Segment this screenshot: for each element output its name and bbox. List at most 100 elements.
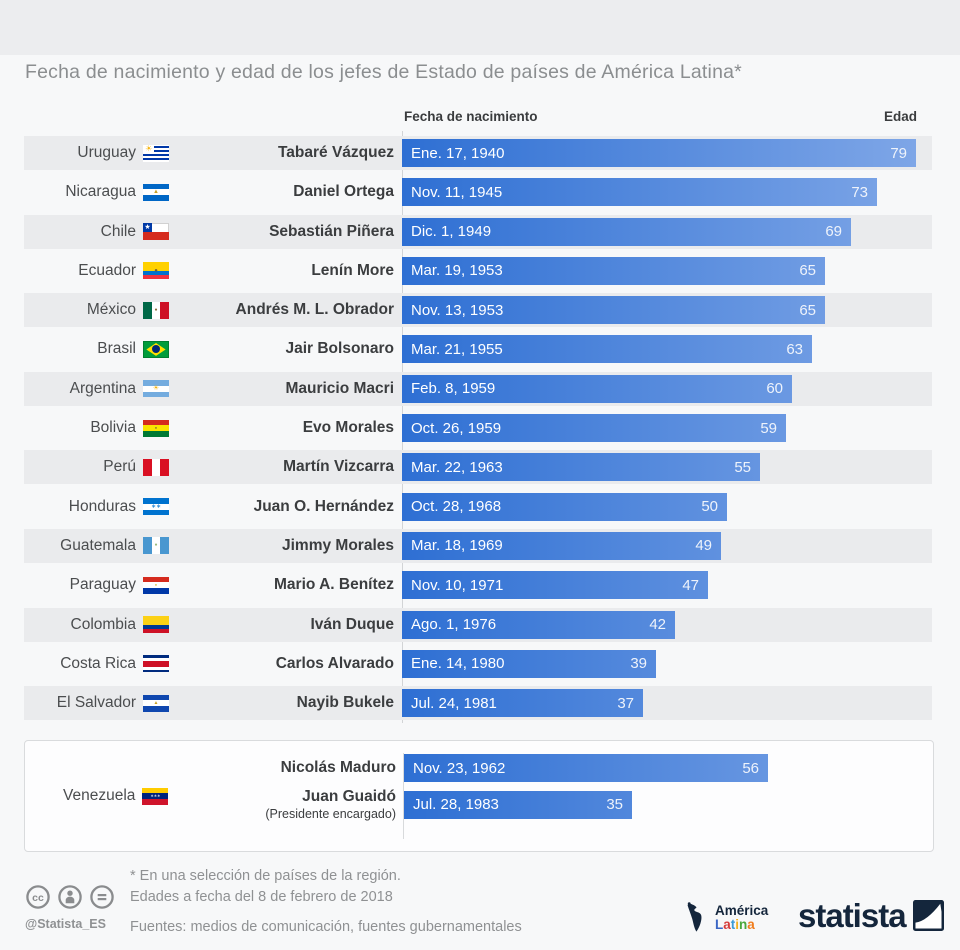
leader-name: Daniel Ortega xyxy=(293,183,394,201)
age-value-label: 47 xyxy=(682,576,699,594)
statista-logo: statista xyxy=(798,899,944,932)
age-bar: Ene. 14, 1980 39 xyxy=(402,649,656,678)
age-bar: Mar. 19, 1953 65 xyxy=(402,256,825,285)
country-label: Venezuela xyxy=(63,787,136,804)
age-value-label: 37 xyxy=(617,694,634,712)
table-row-bolivia: Bolivia ● Evo Morales Oct. 26, 1959 59 xyxy=(24,411,932,445)
age-value-label: 65 xyxy=(799,262,816,280)
america-latina-logo: América Latina xyxy=(686,902,768,933)
footnote-date: Edades a fecha del 8 de febrero de 2018 xyxy=(130,889,393,905)
table-row-perú: Perú Martín Vizcarra Mar. 22, 1963 55 xyxy=(24,450,932,485)
age-value-label: 73 xyxy=(851,183,868,201)
age-bar: Mar. 22, 1963 55 xyxy=(402,453,760,482)
age-bar: Nov. 11, 1945 73 xyxy=(402,178,877,207)
country-label: Costa Rica xyxy=(60,654,136,672)
leader-name: Evo Morales xyxy=(302,419,394,437)
country-label: México xyxy=(86,301,136,319)
venezuela-leader-row: Juan Guaidó (Presidente encargado) Jul. 28… xyxy=(25,788,933,821)
bolivia-flag-icon: ● xyxy=(143,419,169,437)
leader-name: Sebastián Piñera xyxy=(269,222,394,240)
uruguay-flag-icon: ☀ xyxy=(143,144,169,162)
age-value-label: 50 xyxy=(701,498,718,516)
age-bar: Oct. 28, 1968 50 xyxy=(402,492,727,521)
svg-text:cc: cc xyxy=(32,892,44,904)
cc-icon: cc xyxy=(26,885,50,909)
leader-subtitle: (Presidente encargado) xyxy=(265,807,396,821)
page-title: Fecha de nacimiento y edad de los jefes … xyxy=(25,61,742,83)
peru-flag-icon xyxy=(143,458,169,476)
america-text: América xyxy=(715,902,769,918)
nd-equals-icon xyxy=(90,885,114,909)
birth-date-label: Jul. 28, 1983 xyxy=(413,796,499,813)
table-row-argentina: Argentina ☀ Mauricio Macri Feb. 8, 1959 60 xyxy=(24,371,932,406)
leader-name: Lenín More xyxy=(311,261,394,279)
column-header-age: Edad xyxy=(883,109,917,124)
birth-date-label: Mar. 21, 1955 xyxy=(411,340,503,358)
by-person-icon xyxy=(58,885,82,909)
country-label: Chile xyxy=(100,222,136,240)
country-label: Honduras xyxy=(68,497,136,515)
statista-twitter-handle: @Statista_ES xyxy=(25,917,106,931)
birth-date-label: Nov. 13, 1953 xyxy=(411,301,504,319)
statista-wordmark: statista xyxy=(798,897,907,934)
age-value-label: 55 xyxy=(734,458,751,476)
age-bar: Nov. 23, 1962 56 xyxy=(404,754,768,782)
leader-name: Andrés M. L. Obrador xyxy=(235,301,394,319)
leader-name: Jimmy Morales xyxy=(282,536,394,554)
nicaragua-flag-icon: ▲ xyxy=(143,183,169,201)
country-label: Paraguay xyxy=(69,576,136,594)
latin-america-map-icon xyxy=(687,902,702,932)
country-label: Argentina xyxy=(69,379,136,397)
birth-date-label: Mar. 18, 1969 xyxy=(411,537,503,555)
america-latina-wordmark: América Latina xyxy=(715,902,769,932)
honduras-flag-icon: ∗∗ xyxy=(143,498,169,516)
leader-name: Mauricio Macri xyxy=(285,379,394,397)
birth-date-label: Mar. 19, 1953 xyxy=(411,262,503,280)
paraguay-flag-icon: ● xyxy=(143,576,169,594)
age-bar: Ago. 1, 1976 42 xyxy=(402,610,675,639)
table-row-nicaragua: Nicaragua ▲ Daniel Ortega Nov. 11, 1945 73 xyxy=(24,175,932,209)
birth-date-label: Mar. 22, 1963 xyxy=(411,458,503,476)
age-value-label: 56 xyxy=(742,759,759,777)
birth-date-label: Dic. 1, 1949 xyxy=(411,223,492,241)
table-row-uruguay: Uruguay ☀ Tabaré Vázquez Ene. 17, 1940 79 xyxy=(24,136,932,170)
country-label: Ecuador xyxy=(78,261,136,279)
latina-text: Latina xyxy=(715,916,755,932)
chile-flag-icon: ★ xyxy=(143,223,169,241)
leader-name: Carlos Alvarado xyxy=(275,654,394,672)
birth-date-label: Nov. 11, 1945 xyxy=(411,183,503,201)
age-bar: Ene. 17, 1940 79 xyxy=(402,139,916,167)
brasil-flag-icon xyxy=(143,340,169,358)
venezuela-flag-icon: ∗∗∗ xyxy=(142,787,169,805)
table-row-chile: Chile ★ Sebastián Piñera Dic. 1, 1949 69 xyxy=(24,214,932,249)
leader-name: Mario A. Benítez xyxy=(274,576,394,594)
country-label: Colombia xyxy=(70,615,136,633)
statista-mark-icon xyxy=(912,900,944,931)
age-bar: Mar. 18, 1969 49 xyxy=(402,531,721,560)
age-bar: Feb. 8, 1959 60 xyxy=(402,374,792,403)
age-bar: Nov. 10, 1971 47 xyxy=(402,571,708,600)
age-bar: Oct. 26, 1959 59 xyxy=(402,414,786,443)
venezuela-axis-baseline xyxy=(403,753,404,839)
leader-name: Juan Guaidó (Presidente encargado) xyxy=(25,788,396,821)
age-bar: Nov. 13, 1953 65 xyxy=(402,296,825,325)
age-bar: Jul. 28, 1983 35 xyxy=(404,790,632,819)
top-band xyxy=(0,0,960,55)
age-value-label: 39 xyxy=(630,655,647,673)
elsalvador-flag-icon: ▲ xyxy=(143,694,169,712)
table-row-méxico: México ● Andrés M. L. Obrador Nov. 13, 1953… xyxy=(24,293,932,328)
country-label: Bolivia xyxy=(90,419,136,437)
leader-name: Nayib Bukele xyxy=(296,694,394,712)
leader-name: Martín Vizcarra xyxy=(283,458,394,476)
leader-name: Juan O. Hernández xyxy=(253,497,394,515)
table-row-el-salvador: El Salvador ▲ Nayib Bukele Jul. 24, 1981 37 xyxy=(24,686,932,721)
license-icons: cc xyxy=(25,884,115,910)
age-bar: Mar. 21, 1955 63 xyxy=(402,335,812,364)
country-rows: Uruguay ☀ Tabaré Vázquez Ene. 17, 1940 79 Nic… xyxy=(24,136,932,725)
argentina-flag-icon: ☀ xyxy=(143,380,169,398)
birth-date-label: Jul. 24, 1981 xyxy=(411,694,497,712)
table-row-brasil: Brasil Jair Bolsonaro Mar. 21, 1955 63 xyxy=(24,332,932,366)
ecuador-flag-icon: ● xyxy=(143,262,169,280)
leader-name: Nicolás Maduro xyxy=(280,759,396,776)
